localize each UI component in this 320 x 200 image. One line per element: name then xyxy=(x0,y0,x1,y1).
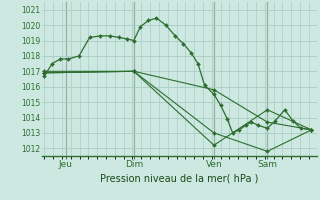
X-axis label: Pression niveau de la mer( hPa ): Pression niveau de la mer( hPa ) xyxy=(100,173,258,183)
